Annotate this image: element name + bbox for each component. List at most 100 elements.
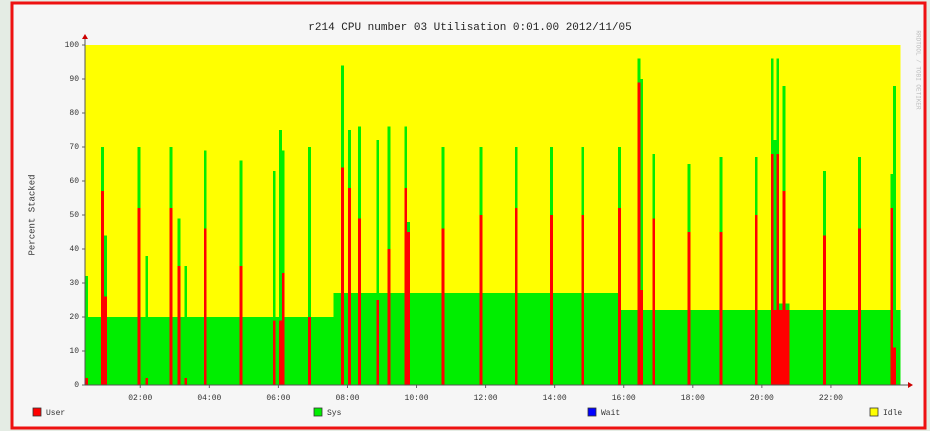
area-segment: [348, 45, 352, 130]
area-segment: [404, 126, 408, 188]
area-segment: [85, 276, 89, 379]
area-segment: [409, 293, 443, 385]
area-segment: [479, 215, 483, 385]
area-segment: [637, 58, 641, 83]
legend-swatch: [869, 407, 879, 417]
area-segment: [550, 215, 554, 385]
area-segment: [514, 147, 519, 209]
area-segment: [387, 45, 391, 127]
area-segment: [517, 45, 551, 294]
area-segment: [145, 45, 149, 256]
y-tick-label: 20: [69, 313, 79, 322]
area-segment: [140, 317, 146, 385]
area-segment: [145, 378, 149, 385]
area-segment: [770, 153, 775, 385]
legend-swatch: [587, 407, 597, 417]
y-tick-label: 30: [69, 279, 79, 288]
area-segment: [860, 45, 891, 311]
chart-title: r214 CPU number 03 Utilisation 0:01.00 2…: [308, 22, 631, 34]
area-segment: [779, 310, 783, 385]
plot-area: [85, 45, 901, 386]
area-segment: [350, 45, 359, 294]
area-segment: [643, 45, 653, 311]
area-segment: [407, 45, 411, 222]
area-segment: [687, 232, 691, 385]
area-segment: [101, 191, 105, 385]
area-segment: [87, 317, 102, 385]
area-segment: [358, 45, 362, 127]
area-segment: [773, 140, 777, 311]
area-segment: [652, 45, 656, 154]
area-segment: [106, 317, 138, 385]
x-tick-label: 08:00: [335, 394, 359, 403]
area-segment: [308, 45, 312, 147]
area-segment: [140, 45, 146, 317]
y-tick-label: 90: [69, 75, 79, 84]
area-segment: [341, 167, 345, 385]
area-segment: [272, 320, 277, 385]
area-segment: [203, 228, 207, 385]
area-segment: [514, 208, 519, 385]
y-axis-arrow: [82, 34, 88, 39]
area-segment: [640, 289, 644, 385]
area-segment: [479, 147, 483, 215]
area-segment: [890, 174, 894, 209]
area-segment: [690, 45, 721, 311]
area-segment: [281, 45, 286, 151]
area-segment: [407, 232, 411, 385]
area-segment: [620, 45, 638, 311]
area-segment: [407, 221, 411, 232]
area-segment: [890, 208, 894, 385]
area-segment: [360, 45, 377, 294]
x-tick-label: 12:00: [474, 394, 498, 403]
y-axis-label: Percent Stacked: [27, 174, 37, 255]
area-segment: [281, 272, 286, 385]
area-segment: [655, 310, 689, 385]
y-tick-label: 60: [69, 177, 79, 186]
area-segment: [308, 317, 312, 385]
area-segment: [552, 45, 582, 294]
legend-label: Sys: [327, 409, 342, 418]
area-segment: [785, 303, 790, 311]
area-segment: [85, 378, 89, 385]
area-segment: [239, 160, 243, 266]
area-segment: [177, 218, 181, 266]
area-segment: [822, 235, 827, 385]
area-segment: [103, 296, 108, 385]
area-segment: [145, 255, 149, 379]
area-segment: [379, 293, 388, 385]
area-segment: [754, 157, 759, 215]
area-segment: [172, 45, 178, 317]
area-segment: [514, 45, 519, 147]
area-segment: [103, 235, 108, 297]
area-segment: [341, 45, 345, 66]
area-segment: [242, 45, 274, 317]
area-segment: [333, 45, 342, 294]
area-segment: [618, 147, 622, 209]
area-segment: [137, 208, 141, 385]
x-tick-label: 16:00: [612, 394, 636, 403]
area-segment: [770, 45, 775, 59]
area-segment: [754, 45, 759, 158]
area-segment: [348, 187, 352, 385]
legend-swatch: [313, 407, 323, 417]
area-segment: [618, 208, 622, 385]
area-segment: [581, 147, 585, 215]
area-segment: [441, 228, 445, 385]
y-tick-label: 80: [69, 109, 79, 118]
area-segment: [441, 45, 445, 147]
area-segment: [722, 310, 756, 385]
area-segment: [441, 147, 445, 229]
area-segment: [482, 293, 516, 385]
area-segment: [348, 130, 352, 188]
area-segment: [652, 153, 656, 219]
area-segment: [239, 266, 243, 385]
area-segment: [687, 164, 691, 232]
area-segment: [754, 215, 759, 385]
area-segment: [860, 310, 891, 385]
area-segment: [387, 249, 391, 385]
area-segment: [618, 45, 622, 147]
area-segment: [687, 45, 691, 164]
area-segment: [169, 45, 173, 147]
area-segment: [333, 293, 342, 385]
